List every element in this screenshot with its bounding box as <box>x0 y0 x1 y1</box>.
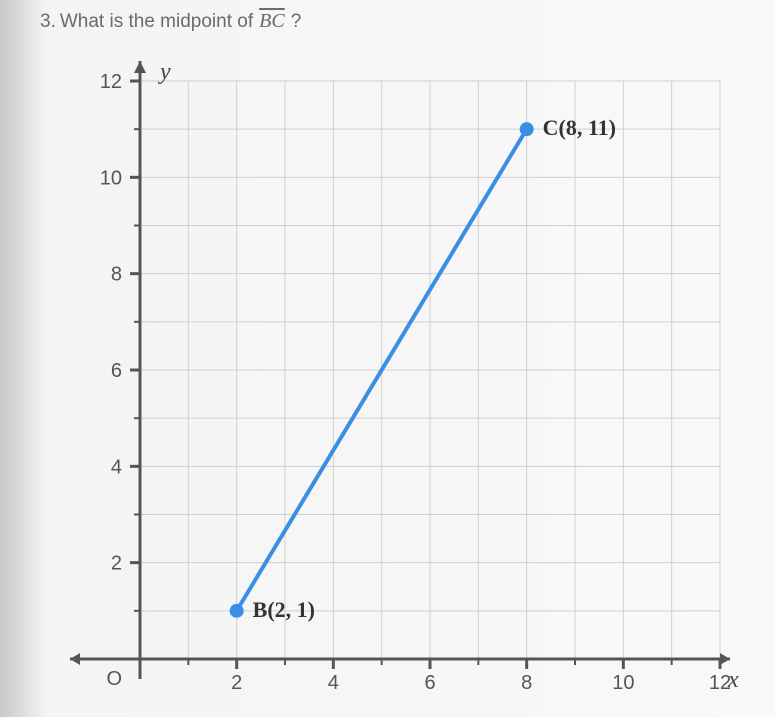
chart-svg: 2468101224681012OyxB(2, 1)C(8, 11) <box>40 39 740 699</box>
x-tick-label: 4 <box>328 672 339 694</box>
grid-lines <box>140 81 720 659</box>
y-tick-label: 6 <box>111 360 122 382</box>
question-suffix: ? <box>291 11 302 33</box>
x-axis-arrow-left-icon <box>70 653 80 665</box>
point-b <box>230 604 244 618</box>
point-label-b: B(2, 1) <box>253 597 315 622</box>
x-tick-label: 8 <box>521 672 532 694</box>
origin-label: O <box>106 668 122 690</box>
y-tick-label: 2 <box>111 553 122 575</box>
y-axis-arrow-icon <box>134 61 146 73</box>
point-label-c: C(8, 11) <box>543 115 616 140</box>
point-c <box>520 122 534 136</box>
worksheet-page: 3. What is the midpoint of BC ? 2 4 6 8 10 12… <box>0 0 775 717</box>
x-tick-label: 2 <box>231 672 242 694</box>
coordinate-chart: 2468101224681012OyxB(2, 1)C(8, 11) <box>40 39 740 699</box>
question-number: 3. <box>40 11 56 33</box>
y-tick-label: 12 <box>100 71 122 93</box>
y-tick-label: 10 <box>100 167 122 189</box>
y-tick-label: 8 <box>111 264 122 286</box>
x-tick-label: 6 <box>424 672 435 694</box>
question-prefix: What is the midpoint of <box>60 11 253 33</box>
y-tick-label: 4 <box>111 456 122 478</box>
question-text: 3. What is the midpoint of BC ? <box>40 10 775 33</box>
x-tick-label: 10 <box>612 672 634 694</box>
x-axis-label: x <box>727 667 739 693</box>
y-axis-label: y <box>158 59 171 85</box>
segment-symbol: BC <box>257 10 287 33</box>
